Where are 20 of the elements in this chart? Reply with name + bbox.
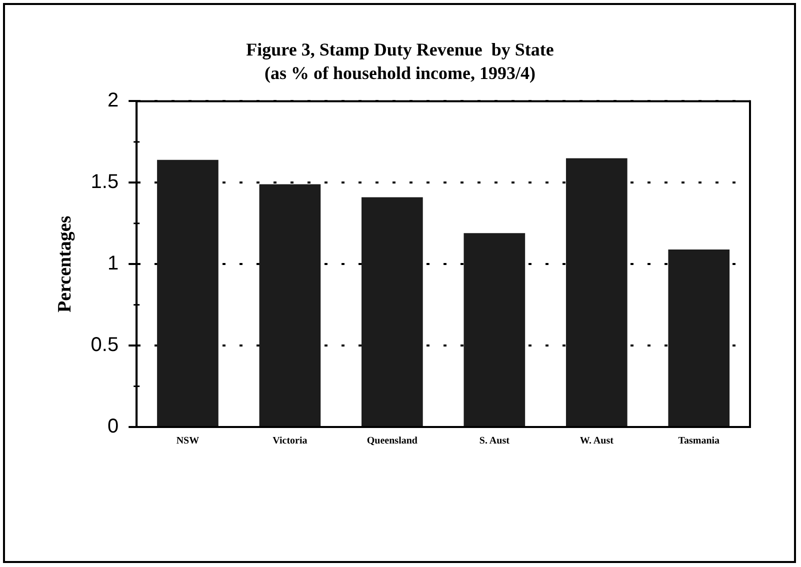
y-tick-label: 0 (107, 416, 119, 438)
y-axis-title: Percentages (54, 216, 76, 312)
x-tick-label: Queensland (366, 436, 418, 447)
bar (464, 233, 526, 426)
chart-title: Figure 3, Stamp Duty Revenue by State (246, 39, 554, 60)
y-tick-label: 1.5 (90, 171, 119, 194)
bar (157, 160, 218, 426)
bar (668, 249, 730, 426)
x-tick-label: Tasmania (678, 436, 720, 447)
x-tick-label: W. Aust (580, 436, 614, 447)
chart-subtitle: (as % of household income, 1993/4) (264, 63, 536, 84)
y-tick-label: 2 (107, 90, 119, 112)
bar (362, 197, 423, 426)
bar (259, 184, 321, 426)
y-tick-label: 0.5 (90, 334, 119, 356)
x-tick-label: Victoria (272, 436, 308, 447)
x-tick-label: NSW (176, 436, 200, 447)
x-tick-label: S. Aust (479, 436, 510, 447)
bar (566, 158, 628, 426)
y-tick-label: 1 (107, 252, 119, 275)
